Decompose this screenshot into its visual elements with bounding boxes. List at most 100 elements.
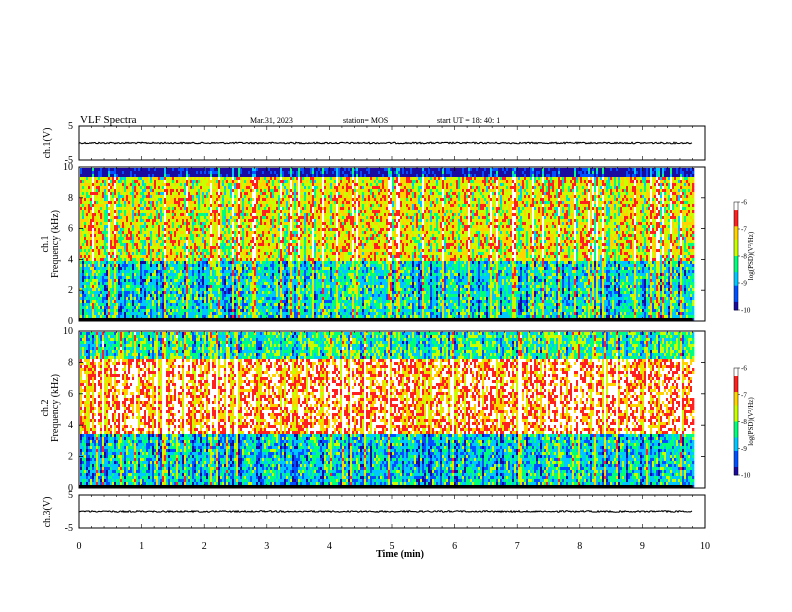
ch1-spectrogram-cell [168, 234, 170, 237]
ch1-spectrogram-cell [142, 231, 144, 234]
ch1-spectrogram-cell [260, 285, 262, 288]
ch1-spectrogram-cell [82, 180, 84, 183]
ch1-spectrogram-cell [254, 180, 256, 183]
ch1-spectrogram-cell [210, 282, 212, 285]
ch1-spectrogram-cell [160, 198, 162, 201]
ch1-spectrogram-cell [222, 303, 224, 306]
ch1-spectrogram-cell [80, 189, 82, 192]
ch1-spectrogram-cell [188, 252, 190, 255]
ch1-spectrogram-cell [238, 252, 240, 255]
ch1-spectrogram-cell [150, 252, 152, 255]
ch1-spectrogram-cell [136, 240, 138, 243]
ch1-spectrogram-cell [254, 261, 256, 264]
ch1-spectrogram-cell [170, 219, 172, 222]
ch1-spectrogram-cell [230, 261, 232, 264]
ch1-spectrogram-cell [220, 243, 222, 246]
ch1-spectrogram-cell [114, 276, 116, 279]
ch1-spectrogram-cell [208, 246, 210, 249]
ch1-spectrogram-cell [246, 183, 248, 186]
ch1-spectrogram-cell [262, 171, 264, 174]
ch1-spectrogram-cell [114, 183, 116, 186]
ch1-spectrogram-cell [196, 303, 198, 306]
ch1-spectrogram-cell [156, 228, 158, 231]
ch1-spectrogram-cell [230, 186, 232, 189]
ch1-spectrogram-cell [88, 231, 90, 234]
ch1-spectrogram-cell [112, 180, 114, 183]
ch1-spectrogram-cell [188, 216, 190, 219]
ch1-spectrogram-cell [252, 252, 254, 255]
ch1-spectrogram-cell [226, 297, 228, 300]
ch1-spectrogram-cell [150, 288, 152, 291]
ch1-spectrogram-cell [268, 282, 270, 285]
ch1-spectrogram-cell [256, 195, 258, 198]
ch1-spectrogram-cell [80, 210, 82, 213]
ch1-spectrogram-cell [198, 237, 200, 240]
ch1-spectrogram-cell [232, 222, 234, 225]
ch1-spectrogram-cell [222, 264, 224, 267]
ch1-spectrogram-cell [90, 303, 92, 306]
ch1-spectrogram-cell [258, 171, 260, 174]
ch1-spectrogram-cell [256, 186, 258, 189]
ch1-spectrogram-cell [108, 177, 110, 180]
ch1-spectrogram-cell [256, 273, 258, 276]
ch1-spectrogram-cell [148, 282, 150, 285]
ch1-spectrogram-cell [200, 294, 202, 297]
ch1-spectrogram-cell [184, 171, 186, 174]
ch1-spectrogram-cell [198, 315, 200, 318]
ch1-spectrogram-cell [130, 297, 132, 300]
ch1-spectrogram-cell [216, 252, 218, 255]
ch1-spectrogram-cell [80, 231, 82, 234]
ch1-spectrogram-cell [212, 192, 214, 195]
ch1-spectrogram-cell [162, 288, 164, 291]
ch1-spectrogram-cell [242, 192, 244, 195]
ch1-spectrogram-cell [180, 228, 182, 231]
ch1-spectrogram-cell [128, 285, 130, 288]
ch1-spectrogram-cell [86, 177, 88, 180]
ch1-spectrogram-cell [102, 285, 104, 288]
ch1-spectrogram-cell [180, 294, 182, 297]
ch1-spectrogram-cell [116, 231, 118, 234]
ch1-spectrogram-cell [270, 216, 272, 219]
ch1-spectrogram-cell [222, 252, 224, 255]
ch1-spectrogram-cell [220, 201, 222, 204]
ch1-spectrogram-cell [202, 204, 204, 207]
ch1-spectrogram-cell [110, 240, 112, 243]
ch1-spectrogram-cell [94, 171, 96, 174]
ch1-spectrogram-cell [258, 189, 260, 192]
ch1-spectrogram-cell [260, 300, 262, 303]
ch1-spectrogram-cell [246, 234, 248, 237]
ch1-spectrogram-cell [238, 282, 240, 285]
ch1-spectrogram-cell [258, 222, 260, 225]
ch1-spectrogram-cell [212, 261, 214, 264]
ch1-spectrogram-cell [172, 291, 174, 294]
ch1-spectrogram-cell [98, 279, 100, 282]
ch1-spectrogram-cell [166, 288, 168, 291]
ch1-spectrogram-cell [186, 282, 188, 285]
ch1-spectrogram-cell [172, 234, 174, 237]
ch1-spectrogram-cell [258, 174, 260, 177]
ch1-spectrogram-cell [102, 303, 104, 306]
ch1-spectrogram-cell [182, 219, 184, 222]
ch1-spectrogram-cell [126, 234, 128, 237]
ch1-spectrogram-cell [198, 225, 200, 228]
ch1-spectrogram-cell [206, 276, 208, 279]
ch1-spectrogram-cell [166, 267, 168, 270]
ch1-spectrogram-cell [128, 246, 130, 249]
ch1-spectrogram-cell [98, 309, 100, 312]
ch1-spectrogram-cell [260, 231, 262, 234]
ch1-spectrogram-cell [230, 291, 232, 294]
ch1-spectrogram-cell [240, 282, 242, 285]
ch1-spectrogram-cell [200, 291, 202, 294]
ch1-spectrogram-cell [118, 288, 120, 291]
ch1-spectrogram-cell [256, 210, 258, 213]
ch1-spectrogram-cell [164, 198, 166, 201]
ch1-spectrogram-cell [150, 300, 152, 303]
ch1-spectrogram-cell [102, 210, 104, 213]
ch1-spectrogram-cell [206, 228, 208, 231]
ch1-spectrogram-cell [220, 297, 222, 300]
ch1-spectrogram-cell [172, 258, 174, 261]
ch1-spectrogram-cell [112, 225, 114, 228]
ch1-spectrogram-cell [160, 231, 162, 234]
ch1-spectrogram-cell [268, 273, 270, 276]
ch1-spectrogram-cell [190, 216, 192, 219]
